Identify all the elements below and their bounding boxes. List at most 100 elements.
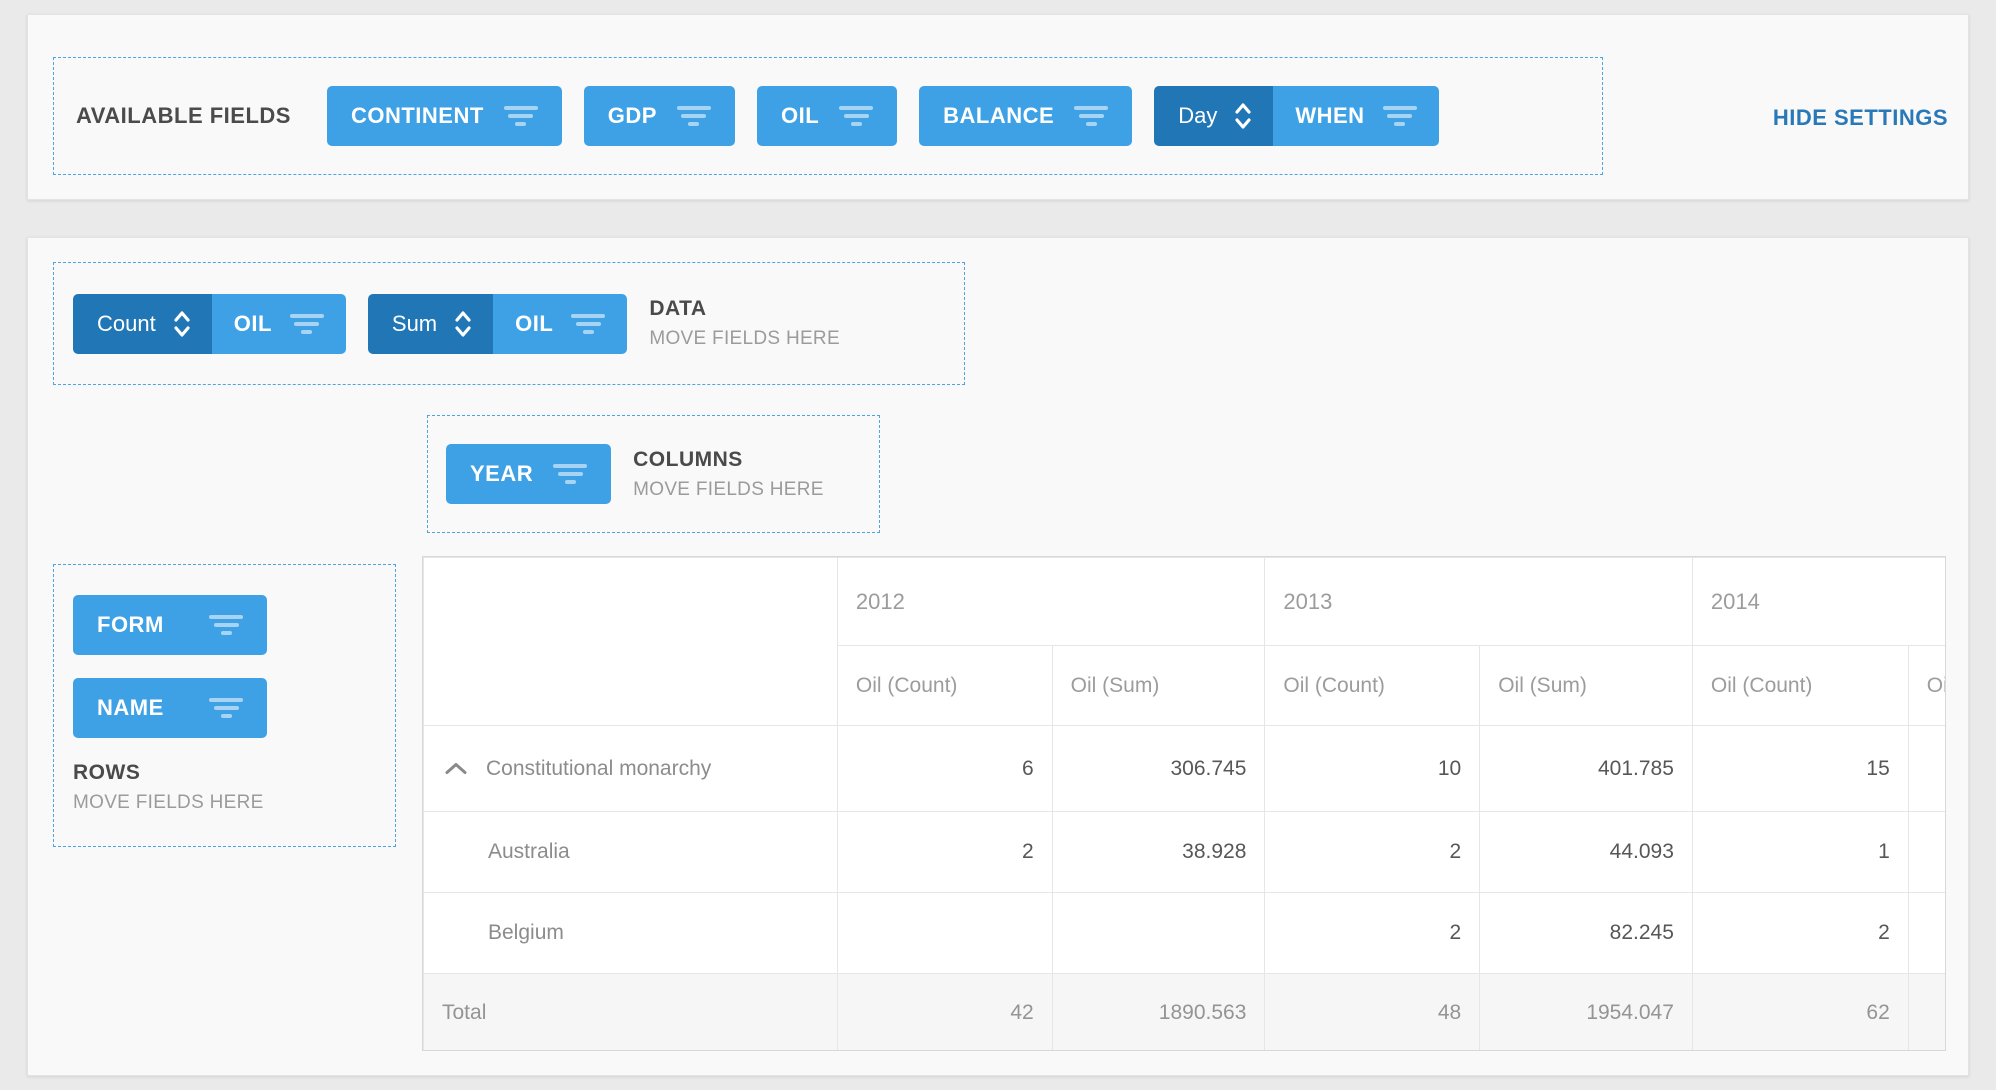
cell[interactable]: 2: [1264, 892, 1481, 974]
row-header-australia[interactable]: Australia: [423, 811, 838, 893]
filter-icon[interactable]: [839, 106, 874, 126]
field-pill-label: OIL: [515, 310, 554, 336]
cell[interactable]: 62: [1691, 973, 1909, 1050]
cell[interactable]: [1051, 892, 1266, 974]
columns-zone-hint: MOVE FIELDS HERE: [633, 478, 824, 500]
field-pill-balance[interactable]: BALANCE: [919, 86, 1133, 146]
available-fields-dropzone[interactable]: AVAILABLE FIELDS CONTINENT GDP OIL BALAN…: [53, 57, 1603, 175]
year-header-2012[interactable]: 2012: [836, 557, 1266, 646]
filter-icon[interactable]: [209, 615, 243, 635]
cell[interactable]: 85.: [1907, 892, 1945, 974]
field-pill-label: CONTINENT: [350, 103, 484, 128]
cell[interactable]: [836, 892, 1053, 974]
row-header-belgium[interactable]: Belgium: [423, 892, 838, 974]
hide-settings-link[interactable]: HIDE SETTINGS: [1772, 105, 1948, 130]
filter-icon[interactable]: [1382, 106, 1417, 126]
filter-icon[interactable]: [676, 106, 711, 126]
cell[interactable]: 1: [1691, 811, 1909, 893]
cell[interactable]: 1954.047: [1479, 973, 1693, 1050]
field-pill-continent[interactable]: CONTINENT: [326, 86, 562, 146]
cell[interactable]: 399.: [1907, 725, 1945, 812]
rows-zone-label: ROWS MOVE FIELDS HERE: [73, 761, 395, 814]
data-zone-title: DATA: [649, 297, 707, 320]
cell[interactable]: 6: [836, 725, 1053, 812]
table-row: Belgium 2 82.245 2 85.: [423, 892, 1945, 974]
field-pill-gdp[interactable]: GDP: [583, 86, 735, 146]
cell[interactable]: 42: [836, 973, 1053, 1050]
measure-pill-count-oil[interactable]: Count OIL: [73, 293, 346, 354]
aggregation-selector-sum[interactable]: Sum: [367, 293, 494, 354]
columns-zone-title: COLUMNS: [633, 447, 743, 471]
filter-icon[interactable]: [1074, 106, 1109, 126]
field-pill-label: FORM: [97, 612, 164, 637]
field-pill-label: OIL: [780, 103, 820, 128]
cell[interactable]: 15: [1691, 725, 1909, 812]
field-pill-label: BALANCE: [943, 103, 1055, 128]
cell[interactable]: 2: [836, 811, 1053, 893]
aggregation-selector-count[interactable]: Count: [73, 293, 212, 354]
rows-zone-hint: MOVE FIELDS HERE: [73, 792, 264, 813]
field-pill-label: OIL: [233, 310, 272, 336]
chevron-up-down-icon[interactable]: [453, 308, 473, 340]
row-label: Total: [442, 1001, 487, 1024]
field-pill-name[interactable]: NAME: [73, 678, 267, 738]
pivot-config-panel: Count OIL Sum OIL: [27, 237, 1969, 1076]
rows-dropzone[interactable]: FORM NAME ROWS MOVE FIELDS HERE: [53, 564, 396, 847]
field-pill-form[interactable]: FORM: [73, 595, 267, 655]
cell[interactable]: 2088.: [1907, 973, 1945, 1050]
chevron-up-down-icon[interactable]: [172, 308, 192, 340]
measure-header[interactable]: Oil (Sum): [1907, 645, 1945, 726]
measure-header[interactable]: Oil (Sum): [1051, 645, 1266, 726]
row-label: Australia: [488, 840, 570, 863]
available-fields-label: AVAILABLE FIELDS: [76, 103, 291, 128]
measure-header[interactable]: Oil (Count): [1691, 645, 1909, 726]
year-header-2013[interactable]: 2013: [1264, 557, 1693, 646]
columns-dropzone[interactable]: YEAR COLUMNS MOVE FIELDS HERE: [427, 415, 880, 533]
row-label: Belgium: [488, 921, 564, 944]
pivot-table: 2012 2013 2014 Oil (Count) Oil (Sum) Oil…: [422, 556, 1946, 1051]
field-pill-label: NAME: [97, 695, 164, 720]
aggregation-label: Day: [1178, 103, 1218, 128]
cell[interactable]: 12.: [1907, 811, 1945, 893]
filter-icon[interactable]: [503, 106, 538, 126]
cell[interactable]: 2: [1691, 892, 1909, 974]
cell[interactable]: 401.785: [1479, 725, 1693, 812]
cell[interactable]: 10: [1264, 725, 1481, 812]
cell[interactable]: 306.745: [1051, 725, 1266, 812]
table-row: Australia 2 38.928 2 44.093 1 12.: [423, 811, 1945, 893]
collapse-chevron-icon[interactable]: [444, 762, 468, 775]
field-pill-oil[interactable]: OIL: [756, 86, 898, 146]
data-dropzone[interactable]: Count OIL Sum OIL: [53, 262, 965, 385]
data-zone-label: DATA MOVE FIELDS HERE: [649, 297, 840, 350]
year-header-2014[interactable]: 2014: [1691, 557, 1945, 646]
filter-icon[interactable]: [553, 464, 588, 484]
cell[interactable]: 82.245: [1479, 892, 1693, 974]
data-zone-hint: MOVE FIELDS HERE: [649, 328, 840, 349]
measure-field-pill[interactable]: OIL: [211, 293, 346, 354]
columns-zone-label: COLUMNS MOVE FIELDS HERE: [633, 448, 824, 501]
pivot-corner-cell: [423, 557, 838, 726]
field-pill-when[interactable]: WHEN: [1273, 86, 1439, 146]
cell[interactable]: 38.928: [1051, 811, 1266, 893]
row-header-constitutional-monarchy[interactable]: Constitutional monarchy: [423, 725, 838, 812]
row-header-total: Total: [423, 973, 838, 1050]
filter-icon[interactable]: [209, 698, 243, 718]
cell[interactable]: 2: [1264, 811, 1481, 893]
chevron-up-down-icon[interactable]: [1233, 100, 1253, 132]
measure-field-pill[interactable]: OIL: [493, 293, 628, 354]
measure-pill-sum-oil[interactable]: Sum OIL: [367, 293, 628, 354]
row-label: Constitutional monarchy: [486, 756, 712, 780]
field-pill-when-group[interactable]: Day WHEN: [1154, 86, 1439, 146]
cell[interactable]: 48: [1264, 973, 1481, 1050]
cell[interactable]: 1890.563: [1051, 973, 1266, 1050]
available-fields-panel: AVAILABLE FIELDS CONTINENT GDP OIL BALAN…: [27, 14, 1969, 200]
filter-icon[interactable]: [571, 313, 606, 334]
aggregation-selector-day[interactable]: Day: [1154, 86, 1274, 146]
cell[interactable]: 44.093: [1479, 811, 1693, 893]
measure-header[interactable]: Oil (Count): [1264, 645, 1481, 726]
field-pill-year[interactable]: YEAR: [446, 444, 612, 504]
measure-header[interactable]: Oil (Count): [836, 645, 1053, 726]
filter-icon[interactable]: [289, 313, 324, 334]
measure-header[interactable]: Oil (Sum): [1479, 645, 1693, 726]
